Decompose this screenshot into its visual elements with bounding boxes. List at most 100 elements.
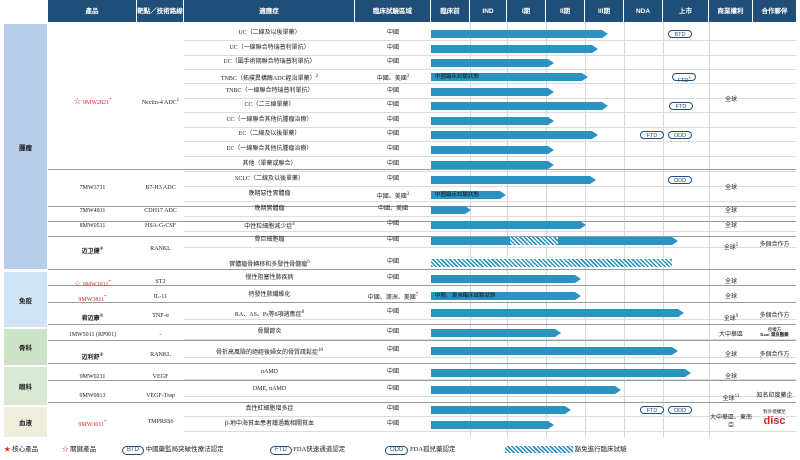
- legend-odd: ODD FDA孤兒藥認定: [385, 445, 455, 455]
- row-divider: [184, 156, 796, 157]
- header-region: 臨床試驗區域: [355, 0, 431, 22]
- region-16: 中國: [386, 275, 399, 281]
- category-immunology: 免疫: [4, 272, 47, 327]
- product-7mw3711: 7MW3711: [79, 185, 106, 191]
- region-8: 中國: [386, 146, 399, 152]
- stage-divider: [585, 22, 586, 437]
- product-8mw0511: 8MW0511: [79, 223, 106, 229]
- row-divider: [184, 396, 796, 397]
- ftd-badge: FTD: [640, 131, 664, 139]
- ftd-badge: FTD3: [672, 73, 696, 84]
- target-9mw0211: VEGF: [152, 374, 169, 380]
- indication-10: SCLC（二線及以後單藥）: [234, 176, 304, 182]
- row-divider: [184, 201, 796, 202]
- target-7mw4911: CDH17 ADC: [144, 208, 177, 214]
- target-9mw2821: Nectin-4 ADC1: [141, 98, 180, 106]
- progress-bar: 中國臨床試驗狀態: [431, 73, 588, 81]
- row-divider: [184, 357, 796, 358]
- row-divider: [184, 127, 796, 128]
- group-divider: [48, 236, 796, 237]
- core-product-star-icon: ★: [4, 446, 11, 453]
- indication-18: RA、AS、Ps等8項適應症8: [234, 310, 305, 318]
- progress-bar: [431, 221, 586, 229]
- product-mailishu: 迈利舒®: [81, 353, 104, 361]
- rani-logo: Rani 潤良醫藥: [760, 332, 789, 337]
- rights-junmaikang: 全球9: [723, 314, 739, 322]
- header-phase2: II期: [546, 0, 585, 22]
- product-7mw4911: 7MW4911: [79, 208, 106, 214]
- partner-junmaikang: 多個合作方: [759, 313, 790, 319]
- disc-logo: disc: [763, 415, 786, 427]
- header-indication: 適應症: [184, 0, 355, 22]
- product-9mw3811: 9MW3811*: [78, 295, 107, 303]
- progress-bar: [431, 102, 608, 110]
- rights-9mw2821: 全球: [724, 97, 737, 103]
- rights-7mw4911: 全球: [724, 208, 737, 214]
- bar-label: 中國臨床試驗狀態: [435, 74, 480, 80]
- group-divider: [48, 302, 796, 303]
- progress-bar: [431, 275, 581, 283]
- region-10: 中國: [386, 176, 399, 182]
- region-19: 中國: [386, 329, 399, 335]
- indication-11: 晚期惡性實體瘤: [248, 191, 291, 197]
- header-rights: 商業權利: [709, 0, 753, 22]
- header-preclinical: 臨床前: [431, 0, 470, 22]
- progress-bar: [431, 237, 510, 245]
- category-oncology: 腫瘤: [4, 24, 47, 269]
- ftd-badge: FTD: [640, 406, 664, 414]
- row-divider: [184, 40, 796, 41]
- row-divider: [184, 339, 796, 340]
- indication-0: UC（二線及以後單藥）: [238, 30, 301, 36]
- region-5: 中國: [386, 102, 399, 108]
- btd-badge: BTD: [668, 30, 692, 38]
- progress-bar: [431, 30, 608, 38]
- row-divider: [184, 141, 796, 142]
- indication-12: 晚期實體瘤: [254, 206, 285, 212]
- row-divider: [184, 83, 796, 84]
- target-9mw3011: TMPRSS6: [147, 419, 174, 425]
- indication-20: 骨折高風險的絕經後婦女的骨質疏鬆症10: [215, 348, 323, 356]
- region-2: 中國: [386, 59, 399, 65]
- row-divider: [184, 216, 796, 217]
- target-9mw1911: ST2: [155, 279, 166, 285]
- legend-btd: BTD 中國藥監局突破性療法認定: [122, 445, 224, 455]
- row-divider: [184, 171, 796, 172]
- progress-bar: [431, 386, 621, 394]
- target-1mw5011: -: [159, 332, 162, 338]
- indication-24: β-地中海貧血患者鐵過載相關貧血: [224, 421, 315, 427]
- region-7: 中國: [386, 131, 399, 137]
- region-18: 中國: [386, 309, 399, 315]
- stage-divider: [709, 22, 710, 437]
- progress-bar: [431, 161, 554, 169]
- rights-8mw0511: 全球: [724, 223, 737, 229]
- group-divider: [48, 285, 796, 286]
- progress-bar: [431, 146, 554, 154]
- stage-divider: [507, 22, 508, 437]
- category-bone: 骨科: [4, 329, 47, 365]
- header-partner: 合作夥伴: [753, 0, 796, 22]
- indication-7: EC（二線及以後單藥）: [238, 131, 301, 137]
- category-ophthalmology: 眼科: [4, 367, 47, 405]
- indication-22: DME, nAMD: [252, 386, 287, 392]
- row-divider: [184, 55, 796, 56]
- product-9mw0211: 9MW0211: [79, 374, 106, 380]
- progress-bar: [431, 369, 691, 377]
- progress-bar: 中國、澳洲臨床試驗狀態: [431, 292, 581, 300]
- product-maiweijian: 迈卫健®: [81, 247, 104, 255]
- target-8mw0511: HSA-G-CSF: [144, 223, 176, 229]
- odd-badge: ODD: [668, 131, 692, 139]
- group-divider: [48, 363, 796, 364]
- progress-bar: [431, 59, 554, 67]
- key-product-star-icon: ☆: [62, 446, 69, 453]
- group-divider: [48, 324, 796, 325]
- region-4: 中國: [386, 88, 399, 94]
- key-star-icon: ☆: [74, 279, 82, 288]
- indication-9: 其他（單藥或聯合）: [242, 161, 297, 167]
- region-1: 中國: [386, 45, 399, 51]
- stage-divider: [470, 22, 471, 437]
- rights-9mw3811: 全球: [724, 294, 737, 300]
- legend-ftd: FTD FDA快速通道認定: [270, 445, 345, 455]
- indication-5: CC（二三線單藥）: [244, 102, 295, 108]
- target-9mw0813: VEGF-Trap: [146, 393, 175, 399]
- progress-bar: [558, 237, 678, 245]
